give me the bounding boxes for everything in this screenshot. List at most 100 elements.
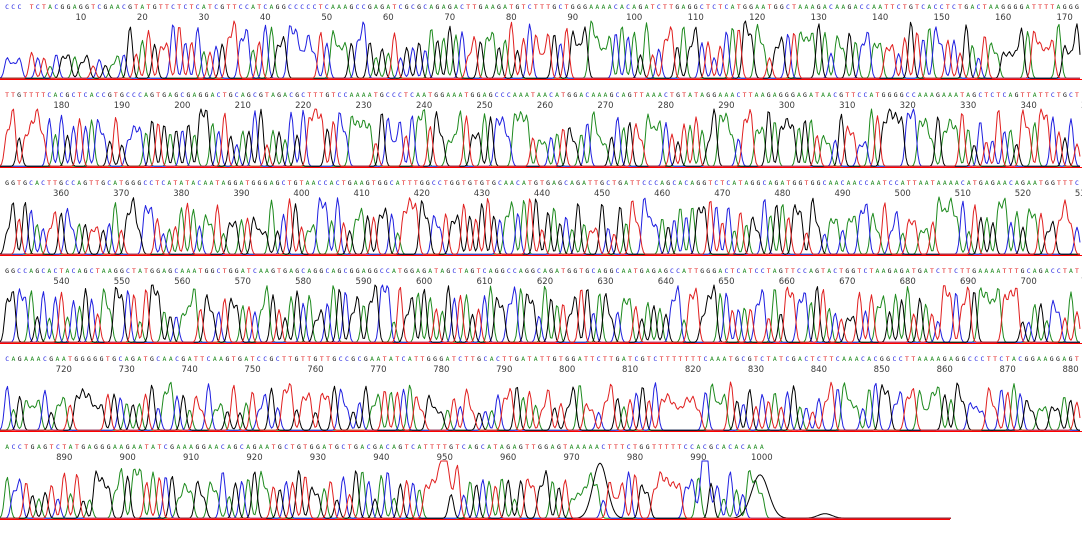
base-call: G [108,91,112,99]
base-call: C [239,3,243,11]
base-call: A [283,91,287,99]
base-call: G [1001,3,1005,11]
base-call: C [833,267,837,275]
position-tick-label: 200 [174,101,190,111]
trace-T [0,381,1081,431]
position-tick-label: 510 [955,189,971,199]
base-call: G [373,443,377,451]
base-call: A [169,355,173,363]
position-tick-label: 490 [834,189,850,199]
base-call: A [622,267,626,275]
base-call: C [53,267,57,275]
base-call: C [71,179,75,187]
base-call: T [303,443,307,451]
base-call: C [175,355,179,363]
trace-G [0,197,1080,255]
base-call: T [199,267,203,275]
base-call: C [934,3,938,11]
base-call: T [60,267,64,275]
base-call: T [11,91,15,99]
base-call: T [165,3,169,11]
position-ticks-row-5: 720 730 740 750 760 770 780 790 800 810 820 830 840 8… [56,365,1079,375]
base-call: T [320,355,324,363]
base-call: T [91,3,95,11]
base-call: A [645,3,649,11]
base-call: A [490,355,494,363]
base-call: A [847,179,851,187]
base-call: T [272,443,276,451]
position-tick-label: 430 [474,189,490,199]
base-call: G [168,267,172,275]
base-call: C [245,3,249,11]
base-call: A [1012,355,1016,363]
base-call: T [477,267,481,275]
position-tick-label: 780 [433,365,449,375]
base-call: G [573,91,577,99]
base-call: G [1045,179,1049,187]
base-call: A [602,3,606,11]
base-call: A [202,3,206,11]
base-call: T [190,3,194,11]
base-call: G [100,443,104,451]
position-tick-label: 810 [622,365,638,375]
base-call: T [223,267,227,275]
base-call: C [836,355,840,363]
base-call: G [112,355,116,363]
base-call: A [1033,267,1037,275]
base-call: A [716,355,720,363]
base-call: A [598,267,602,275]
base-call: A [989,3,993,11]
base-call: T [443,443,447,451]
base-call: G [277,91,281,99]
base-call: C [559,3,563,11]
base-call: G [1075,3,1079,11]
base-call: T [1075,267,1079,275]
base-call: A [392,443,396,451]
base-call: G [59,179,63,187]
base-call: C [423,3,427,11]
position-tick-label: 400 [293,189,309,199]
base-call: G [316,443,320,451]
base-call: G [571,3,575,11]
base-call: A [322,443,326,451]
base-call: T [35,91,39,99]
base-call: A [271,91,275,99]
base-call: C [221,443,225,451]
base-call: T [845,91,849,99]
base-call: A [53,91,57,99]
position-tick-label: 420 [414,189,430,199]
base-call: G [295,355,299,363]
base-call: G [565,355,569,363]
base-call: A [608,3,612,11]
base-call: T [915,3,919,11]
base-call: A [386,3,390,11]
position-tick-label: 820 [685,365,701,375]
base-call: A [854,3,858,11]
base-call: G [84,267,88,275]
base-call: T [651,3,655,11]
base-call: C [981,355,985,363]
position-tick-label: 710 [1081,277,1082,287]
base-call: C [1018,355,1022,363]
base-call: G [120,267,124,275]
base-call: T [720,179,724,187]
base-call: G [909,3,913,11]
base-call: A [116,3,120,11]
position-tick-label: 980 [627,453,643,463]
base-call: G [515,3,519,11]
base-call: T [300,179,304,187]
base-call: A [1057,3,1061,11]
base-call: A [835,3,839,11]
base-call: G [374,267,378,275]
base-call: T [1057,91,1061,99]
trace-A [0,196,1080,255]
base-call: T [534,3,538,11]
base-call: G [247,91,251,99]
base-call: G [1014,3,1018,11]
base-call: T [1006,355,1010,363]
base-call: A [724,91,728,99]
base-call: C [344,267,348,275]
base-call: C [263,355,267,363]
base-call: T [679,355,683,363]
base-call: T [42,3,46,11]
